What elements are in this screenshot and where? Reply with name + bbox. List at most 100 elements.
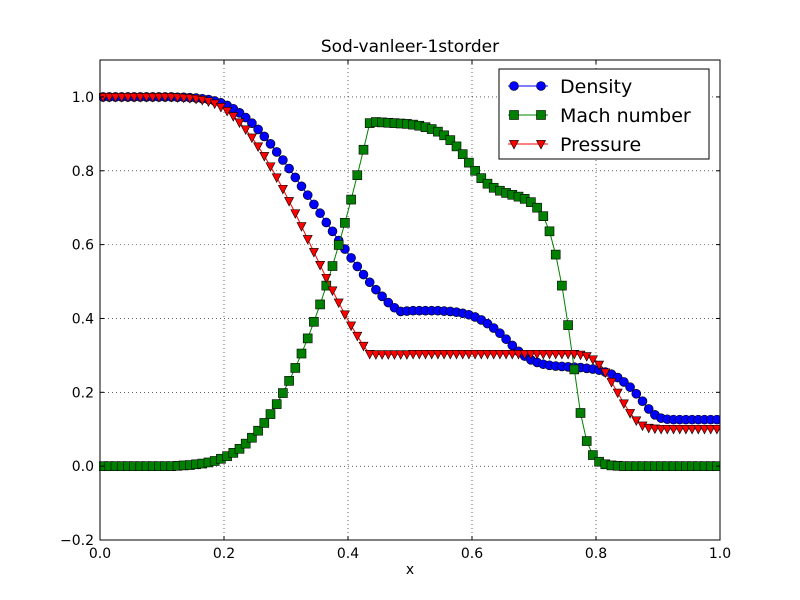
data-point-density xyxy=(265,139,276,149)
y-tick-label: −0.2 xyxy=(60,533,94,549)
data-point-mach-number xyxy=(333,240,344,250)
y-tick-label: 1.0 xyxy=(72,90,94,106)
data-point-pressure xyxy=(680,424,691,435)
data-point-pressure xyxy=(153,93,164,103)
data-point-pressure xyxy=(135,93,146,103)
y-tick-label: 0.2 xyxy=(72,385,94,401)
tick-labels: 0.0 0.2 0.4 0.6 0.8 1.0−0.20.00.20.40.60.81.0 xyxy=(60,90,731,562)
data-point-density xyxy=(302,190,313,200)
data-point-pressure xyxy=(705,424,716,435)
data-point-pressure xyxy=(333,298,344,309)
data-point-pressure xyxy=(234,118,245,128)
data-point-density xyxy=(247,118,257,128)
data-point-pressure xyxy=(550,350,561,360)
data-point-pressure xyxy=(166,93,177,103)
data-point-mach-number xyxy=(302,333,313,344)
data-point-pressure xyxy=(246,133,257,144)
data-point-pressure xyxy=(463,350,474,360)
data-point-pressure xyxy=(408,350,419,360)
y-tick-label: 0.8 xyxy=(72,164,94,180)
data-point-mach-number xyxy=(259,418,270,428)
chart-title: Sod-vanleer-1storder xyxy=(321,37,499,57)
legend-marker xyxy=(536,140,546,150)
data-point-pressure xyxy=(339,310,350,320)
data-point-pressure xyxy=(519,350,530,360)
data-point-pressure xyxy=(383,350,394,360)
data-point-pressure xyxy=(265,162,276,172)
data-point-pressure xyxy=(625,409,636,419)
data-point-pressure xyxy=(364,350,375,360)
data-point-density xyxy=(383,297,394,308)
data-point-density xyxy=(278,155,288,165)
data-point-pressure xyxy=(308,248,319,258)
series-mach-number xyxy=(99,117,720,471)
series-layer xyxy=(99,92,720,471)
data-point-pressure xyxy=(451,350,462,360)
data-point-pressure xyxy=(556,350,567,360)
data-point-mach-number xyxy=(532,202,542,213)
legend-marker xyxy=(536,110,546,120)
data-point-density xyxy=(495,328,505,339)
data-point-pressure xyxy=(110,93,121,103)
data-point-pressure xyxy=(482,350,493,360)
data-point-pressure xyxy=(99,93,109,103)
legend-marker xyxy=(536,81,546,91)
data-point-pressure xyxy=(420,350,431,360)
data-point-pressure xyxy=(178,93,189,104)
data-point-pressure xyxy=(606,378,617,388)
ticks xyxy=(99,60,721,541)
data-point-density xyxy=(296,181,307,192)
data-point-pressure xyxy=(668,424,679,435)
data-point-density xyxy=(377,291,387,302)
data-point-pressure xyxy=(370,350,381,360)
data-point-pressure xyxy=(271,173,282,184)
data-point-pressure xyxy=(476,350,487,360)
data-point-mach-number xyxy=(346,194,356,205)
data-point-mach-number xyxy=(569,364,580,375)
data-point-mach-number xyxy=(464,157,474,168)
data-point-pressure xyxy=(104,93,115,103)
data-point-pressure xyxy=(656,424,667,435)
data-point-pressure xyxy=(501,350,512,360)
data-point-pressure xyxy=(321,273,332,284)
data-point-pressure xyxy=(600,368,611,378)
data-point-pressure xyxy=(302,235,313,245)
legend-entry-mach-number: Mach number xyxy=(508,105,691,127)
data-point-pressure xyxy=(432,350,443,360)
data-point-pressure xyxy=(693,424,704,435)
legend-entry-pressure: Pressure xyxy=(508,134,641,156)
data-point-density xyxy=(643,404,654,414)
data-point-pressure xyxy=(284,197,295,207)
data-point-pressure xyxy=(507,350,518,360)
data-point-density xyxy=(637,396,648,406)
data-point-density xyxy=(346,253,356,263)
data-point-pressure xyxy=(296,222,307,232)
data-point-mach-number xyxy=(265,409,276,419)
legend-label: Mach number xyxy=(560,105,691,127)
data-point-mach-number xyxy=(470,165,480,176)
data-point-density xyxy=(352,261,363,272)
data-point-pressure xyxy=(699,424,710,435)
data-point-pressure xyxy=(290,209,301,219)
data-point-density xyxy=(501,334,511,344)
data-point-pressure xyxy=(222,107,233,117)
legend-marker xyxy=(509,140,519,150)
data-point-pressure xyxy=(352,331,363,342)
legend-entry-density: Density xyxy=(508,76,632,98)
data-point-pressure xyxy=(711,424,720,435)
data-point-mach-number xyxy=(296,348,307,359)
data-point-mach-number xyxy=(340,218,350,228)
x-tick-label: 0.4 xyxy=(337,546,359,562)
data-point-mach-number xyxy=(581,436,592,446)
data-point-pressure xyxy=(538,350,549,360)
data-point-pressure xyxy=(470,350,481,360)
y-tick-label: 0.6 xyxy=(72,238,94,254)
data-point-pressure xyxy=(346,321,357,332)
data-point-pressure xyxy=(649,424,660,435)
data-point-mach-number xyxy=(290,363,301,373)
data-point-pressure xyxy=(563,350,574,360)
data-point-mach-number xyxy=(309,316,319,327)
data-point-mach-number xyxy=(284,376,294,386)
data-point-density xyxy=(358,269,369,280)
